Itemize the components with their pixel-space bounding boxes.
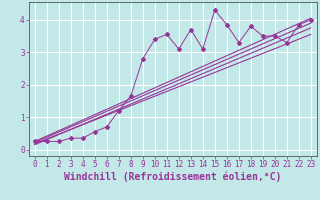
X-axis label: Windchill (Refroidissement éolien,°C): Windchill (Refroidissement éolien,°C) bbox=[64, 172, 282, 182]
